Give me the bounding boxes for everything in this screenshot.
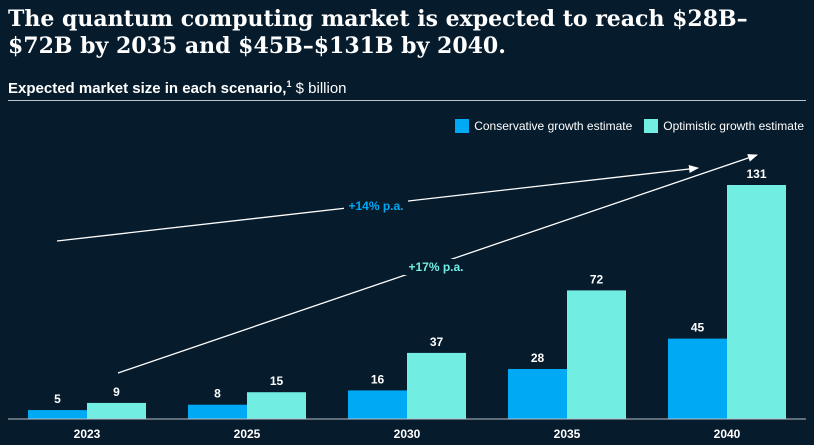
growth-label-bg-optimistic xyxy=(404,259,468,275)
data-label-conservative-2035: 28 xyxy=(531,351,545,365)
chart-subtitle: Expected market size in each scenario,1 … xyxy=(8,75,347,98)
x-tick-label-2030: 2030 xyxy=(394,427,421,441)
bar-optimistic-2040 xyxy=(727,185,786,419)
x-tick-label-2040: 2040 xyxy=(714,427,741,441)
growth-label-bg-conservative xyxy=(344,198,408,214)
x-tick-label-2023: 2023 xyxy=(74,427,101,441)
data-label-optimistic-2025: 15 xyxy=(270,374,284,388)
chart-title: The quantum computing market is expected… xyxy=(8,6,748,59)
growth-rate-label-conservative: +14% p.a. xyxy=(348,199,403,213)
data-label-optimistic-2035: 72 xyxy=(590,272,604,286)
legend-swatch-optimistic xyxy=(644,119,659,133)
legend-item-optimistic: Optimistic growth estimate xyxy=(644,119,804,133)
bars-layer: 5 9 8 15 16 37 28 72 45 131 xyxy=(28,167,786,419)
x-axis-ticks: 2023 2025 2030 2035 2040 xyxy=(74,427,741,441)
legend-item-conservative: Conservative growth estimate xyxy=(455,119,632,133)
legend-label-optimistic: Optimistic growth estimate xyxy=(663,119,804,133)
bar-optimistic-2035 xyxy=(567,290,626,419)
footnote-marker: 1 xyxy=(286,79,292,89)
data-label-conservative-2040: 45 xyxy=(691,321,705,335)
growth-rate-label-optimistic: +17% p.a. xyxy=(408,260,463,274)
subtitle-unit: $ billion xyxy=(291,80,347,97)
data-label-conservative-2030: 16 xyxy=(371,372,385,386)
bar-conservative-2023 xyxy=(28,410,87,419)
chart-legend: Conservative growth estimate Optimistic … xyxy=(443,119,804,133)
x-tick-label-2035: 2035 xyxy=(554,427,581,441)
legend-label-conservative: Conservative growth estimate xyxy=(474,119,633,133)
subtitle-text: Expected market size in each scenario, xyxy=(8,80,287,97)
bar-conservative-2025 xyxy=(188,404,247,419)
bar-optimistic-2030 xyxy=(407,352,466,419)
growth-annotations: +14% p.a. +17% p.a. xyxy=(56,154,758,374)
data-label-optimistic-2040: 131 xyxy=(746,167,766,181)
data-label-optimistic-2030: 37 xyxy=(430,335,444,349)
x-tick-label-2025: 2025 xyxy=(234,427,261,441)
bar-conservative-2035 xyxy=(508,368,567,419)
header-divider xyxy=(8,100,806,101)
legend-swatch-conservative xyxy=(455,119,470,133)
data-label-optimistic-2023: 9 xyxy=(113,385,120,399)
bar-optimistic-2023 xyxy=(87,402,146,419)
bar-conservative-2040 xyxy=(668,338,727,419)
data-label-conservative-2023: 5 xyxy=(54,392,61,406)
bar-conservative-2030 xyxy=(348,390,407,419)
bar-optimistic-2025 xyxy=(247,392,306,419)
data-label-conservative-2025: 8 xyxy=(214,387,221,401)
